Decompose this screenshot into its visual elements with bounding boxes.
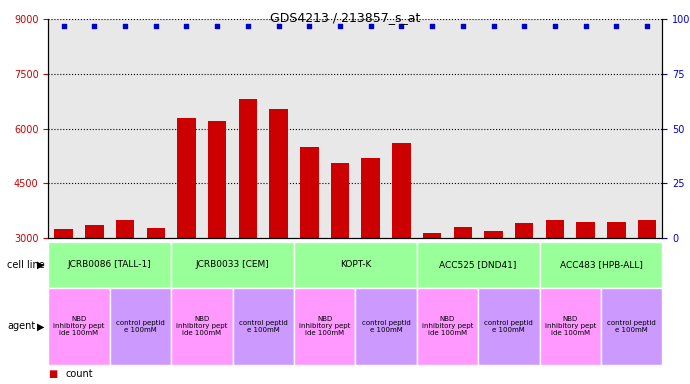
Point: [365, 23, 376, 29]
Point: [488, 23, 499, 29]
Bar: [55, 229, 73, 348]
Point: [304, 23, 315, 29]
Text: ■: ■: [48, 369, 57, 379]
Bar: [576, 222, 595, 348]
Point: [58, 23, 69, 29]
Point: [426, 23, 437, 29]
Bar: [177, 118, 196, 348]
Bar: [116, 220, 135, 348]
Text: control peptid
e 100mM: control peptid e 100mM: [239, 320, 288, 333]
Bar: [607, 222, 626, 348]
Point: [335, 23, 346, 29]
Bar: [638, 220, 656, 348]
Point: [273, 23, 284, 29]
Point: [642, 23, 653, 29]
Text: KOPT-K: KOPT-K: [339, 260, 371, 270]
Point: [181, 23, 192, 29]
Bar: [515, 223, 533, 348]
Point: [242, 23, 253, 29]
Bar: [300, 147, 319, 348]
Text: control peptid
e 100mM: control peptid e 100mM: [607, 320, 656, 333]
Bar: [362, 158, 380, 348]
Point: [611, 23, 622, 29]
Bar: [423, 233, 442, 348]
Point: [89, 23, 100, 29]
Text: NBD
inhibitory pept
ide 100mM: NBD inhibitory pept ide 100mM: [53, 316, 105, 336]
Bar: [269, 109, 288, 348]
Bar: [208, 121, 226, 348]
Text: ▶: ▶: [37, 321, 45, 331]
Text: JCRB0086 [TALL-1]: JCRB0086 [TALL-1]: [68, 260, 152, 270]
Point: [396, 23, 407, 29]
Bar: [453, 227, 472, 348]
Point: [580, 23, 591, 29]
Text: GDS4213 / 213857_s_at: GDS4213 / 213857_s_at: [270, 12, 420, 25]
Bar: [146, 228, 165, 348]
Text: ACC525 [DND41]: ACC525 [DND41]: [440, 260, 517, 270]
Point: [212, 23, 223, 29]
Bar: [331, 163, 349, 348]
Text: count: count: [66, 369, 93, 379]
Text: control peptid
e 100mM: control peptid e 100mM: [362, 320, 411, 333]
Point: [119, 23, 130, 29]
Bar: [484, 231, 503, 348]
Text: control peptid
e 100mM: control peptid e 100mM: [116, 320, 165, 333]
Text: control peptid
e 100mM: control peptid e 100mM: [484, 320, 533, 333]
Text: JCRB0033 [CEM]: JCRB0033 [CEM]: [196, 260, 269, 270]
Point: [150, 23, 161, 29]
Point: [549, 23, 560, 29]
Text: ACC483 [HPB-ALL]: ACC483 [HPB-ALL]: [560, 260, 642, 270]
Bar: [392, 143, 411, 348]
Text: cell line: cell line: [7, 260, 45, 270]
Point: [519, 23, 530, 29]
Bar: [85, 225, 104, 348]
Text: NBD
inhibitory pept
ide 100mM: NBD inhibitory pept ide 100mM: [544, 316, 596, 336]
Text: agent: agent: [7, 321, 35, 331]
Point: [457, 23, 469, 29]
Text: NBD
inhibitory pept
ide 100mM: NBD inhibitory pept ide 100mM: [176, 316, 228, 336]
Text: ▶: ▶: [37, 260, 45, 270]
Text: NBD
inhibitory pept
ide 100mM: NBD inhibitory pept ide 100mM: [422, 316, 473, 336]
Text: NBD
inhibitory pept
ide 100mM: NBD inhibitory pept ide 100mM: [299, 316, 351, 336]
Bar: [546, 220, 564, 348]
Bar: [239, 99, 257, 348]
